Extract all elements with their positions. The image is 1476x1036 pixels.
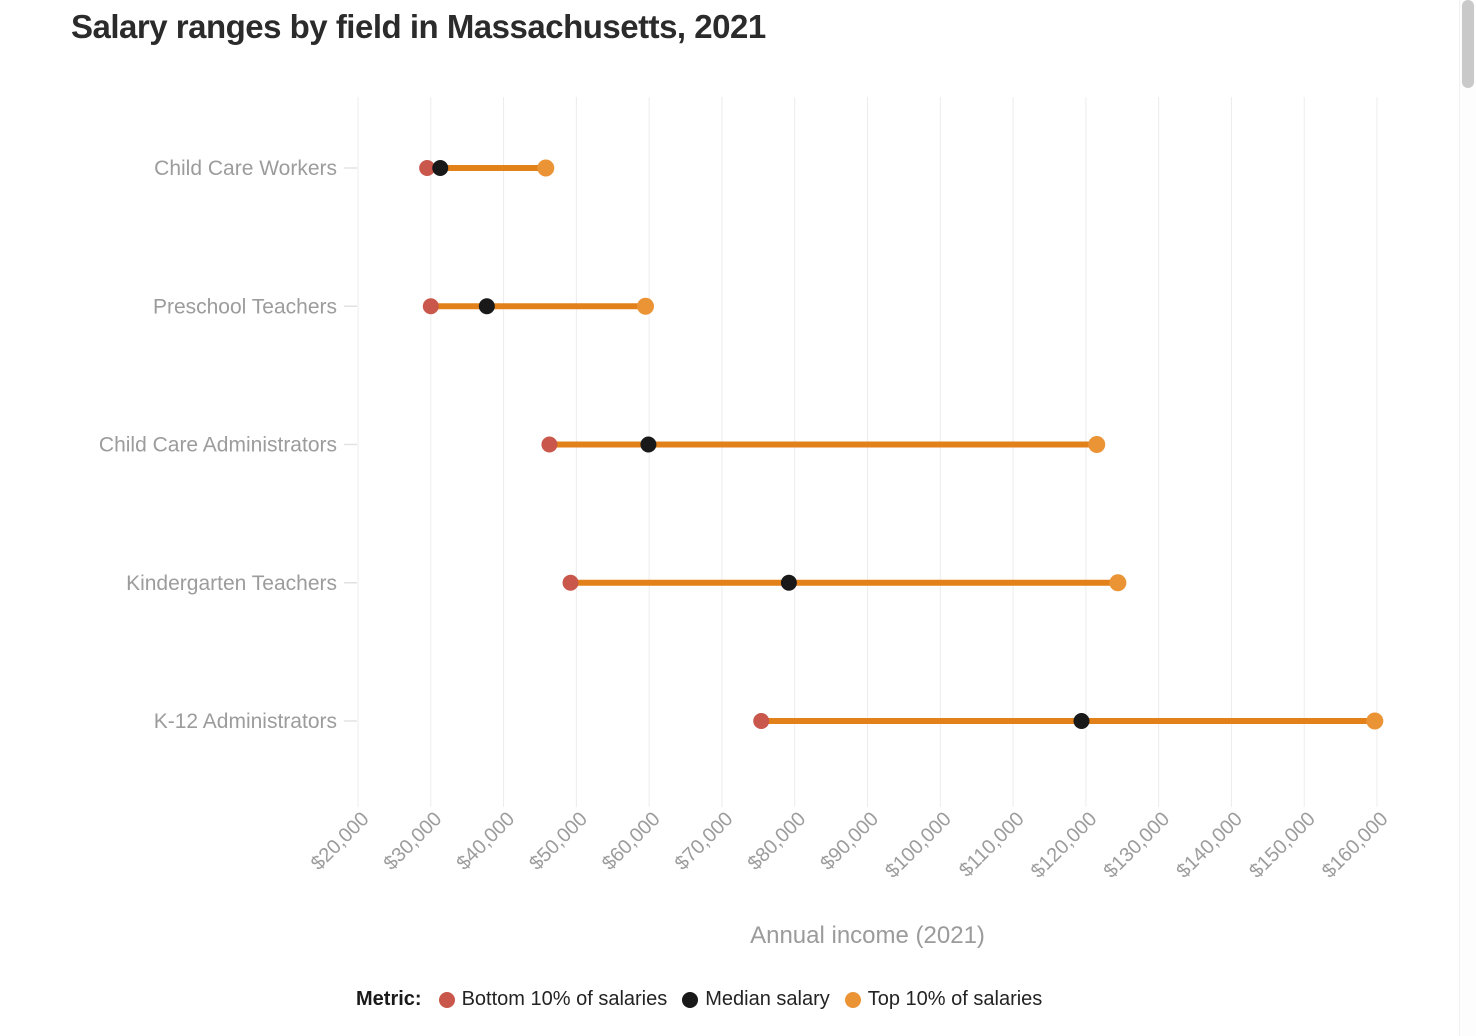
category-label: Child Care Workers — [154, 157, 337, 180]
dot-top10 — [1109, 574, 1127, 592]
legend-label: Bottom 10% of salaries — [461, 988, 668, 1010]
legend-item: Median salary — [682, 988, 830, 1011]
dot-bottom10 — [541, 436, 558, 453]
x-tick-label: $160,000 — [1318, 808, 1393, 883]
dot-top10 — [537, 159, 555, 177]
category-label: Preschool Teachers — [153, 295, 337, 318]
dumbbell-row — [753, 712, 1384, 730]
x-tick-label: $80,000 — [744, 808, 811, 875]
dot-median — [432, 160, 449, 176]
dot-median — [478, 298, 495, 315]
chart-title: Salary ranges by field in Massachusetts,… — [71, 8, 766, 45]
dot-bottom10 — [562, 574, 579, 591]
dot-median — [780, 574, 797, 591]
dumbbell-row — [562, 574, 1127, 592]
legend-dot-icon — [844, 991, 861, 1008]
dumbbell-row — [419, 159, 555, 177]
legend-item: Bottom 10% of salaries — [438, 988, 668, 1011]
dumbbell-row — [422, 297, 655, 315]
category-label: Kindergarten Teachers — [126, 572, 337, 595]
legend: Metric: Bottom 10% of salaries Median sal… — [356, 988, 1042, 1011]
legend-item: Top 10% of salaries — [844, 988, 1043, 1011]
x-tick-label: $30,000 — [380, 808, 447, 875]
category-label: Child Care Administrators — [99, 434, 337, 457]
dot-top10 — [637, 297, 655, 315]
x-axis-label: Annual income (2021) — [750, 922, 985, 949]
legend-dot-icon — [682, 991, 699, 1008]
x-tick-label: $100,000 — [881, 808, 956, 883]
x-tick-label: $150,000 — [1245, 808, 1320, 883]
x-tick-label: $110,000 — [955, 808, 1028, 881]
legend-label: Median salary — [705, 988, 830, 1010]
category-label: K-12 Administrators — [154, 710, 337, 733]
dot-bottom10 — [422, 298, 439, 315]
dot-median — [1073, 713, 1090, 729]
dumbbell-row — [541, 436, 1106, 453]
x-tick-label: $70,000 — [671, 808, 738, 875]
dot-median — [640, 436, 657, 453]
x-tick-label: $130,000 — [1100, 808, 1175, 883]
x-tick-label: $40,000 — [452, 808, 519, 875]
scrollbar-thumb[interactable] — [1462, 0, 1474, 88]
x-tick-label: $50,000 — [525, 808, 592, 875]
scrollbar-track[interactable] — [1459, 0, 1476, 1036]
dot-bottom10 — [753, 713, 770, 729]
x-tick-label: $90,000 — [816, 808, 883, 875]
legend-dot-icon — [438, 991, 455, 1008]
dot-bottom10 — [419, 160, 436, 176]
legend-title: Metric: — [356, 988, 422, 1010]
legend-items: Bottom 10% of salaries Median salary Top 1… — [438, 988, 1043, 1011]
salary-range-chart: $20,000 $30,000 $40,000 $50,000 $60,000 $70,0… — [99, 97, 1393, 883]
legend-label: Top 10% of salaries — [867, 988, 1043, 1010]
x-tick-label: $120,000 — [1027, 808, 1102, 883]
x-tick-label: $20,000 — [307, 808, 374, 875]
dot-top10 — [1088, 436, 1106, 453]
x-tick-label: $140,000 — [1172, 808, 1247, 883]
dot-top10 — [1366, 712, 1384, 730]
x-tick-label: $60,000 — [598, 808, 665, 875]
